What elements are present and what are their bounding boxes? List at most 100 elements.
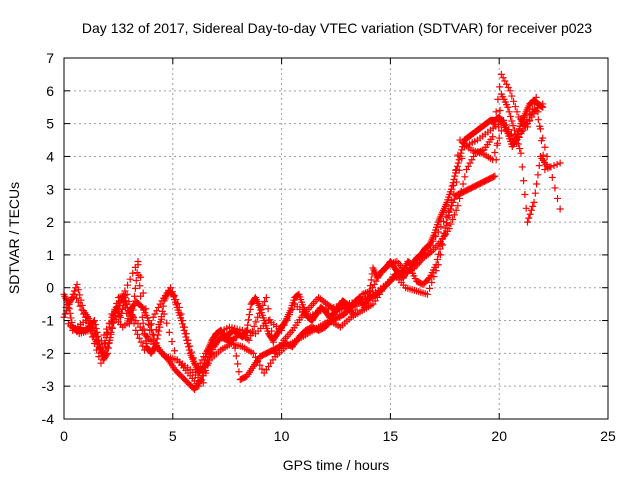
data-point-marker <box>523 218 531 226</box>
data-point-marker <box>160 310 168 318</box>
data-point-marker <box>171 347 179 355</box>
data-point-marker <box>452 206 460 214</box>
data-point-marker <box>256 361 264 369</box>
x-tick-label: 5 <box>169 428 177 444</box>
x-tick-label: 15 <box>383 428 399 444</box>
data-point-marker <box>127 305 135 313</box>
data-point-marker <box>435 250 443 258</box>
data-point-marker <box>163 319 171 327</box>
data-point-marker <box>428 278 436 286</box>
data-point-marker <box>74 286 82 294</box>
data-point-marker <box>129 269 137 277</box>
data-point-marker <box>497 127 505 135</box>
y-tick-label: 3 <box>46 181 54 197</box>
data-point-marker <box>500 116 508 124</box>
x-axis-title: GPS time / hours <box>283 457 390 473</box>
data-point-marker <box>526 210 534 218</box>
x-tick-label: 20 <box>491 428 507 444</box>
data-point-marker <box>120 299 128 307</box>
x-tick-label: 10 <box>274 428 290 444</box>
data-point-marker <box>73 280 81 288</box>
chart-title: Day 132 of 2017, Sidereal Day-to-day VTE… <box>82 20 592 36</box>
data-point-marker <box>531 189 539 197</box>
data-point-marker <box>490 173 498 181</box>
data-point-marker <box>67 297 75 305</box>
data-point-marker <box>541 166 549 174</box>
data-point-marker <box>497 70 505 78</box>
data-point-marker <box>548 173 556 181</box>
data-point-marker <box>186 342 194 350</box>
x-tick-label: 0 <box>60 428 68 444</box>
data-point-marker <box>468 156 476 164</box>
data-point-marker <box>288 305 296 313</box>
data-point-marker <box>100 331 108 339</box>
data-point-marker <box>251 353 259 361</box>
data-point-marker <box>232 352 240 360</box>
data-point-marker <box>132 326 140 334</box>
data-point-marker <box>257 305 265 313</box>
data-point-marker <box>539 151 547 159</box>
data-point-marker <box>518 128 526 136</box>
data-point-marker <box>246 305 254 313</box>
data-point-marker <box>541 143 549 151</box>
data-point-marker <box>87 327 95 335</box>
y-axis-title: SDTVAR / TECUs <box>6 182 22 294</box>
data-point-marker <box>504 103 512 111</box>
data-point-marker <box>447 185 455 193</box>
x-tick-label: 25 <box>600 428 616 444</box>
data-point-marker <box>139 319 147 327</box>
data-point-marker <box>493 141 501 149</box>
data-point-marker <box>445 207 453 215</box>
data-point-marker <box>455 166 463 174</box>
data-point-marker <box>522 204 530 212</box>
data-point-marker <box>521 191 529 199</box>
data-point-marker <box>447 220 455 228</box>
data-point-marker <box>202 369 210 377</box>
data-point-marker <box>554 194 562 202</box>
data-point-marker <box>142 340 150 348</box>
data-point-marker <box>424 275 432 283</box>
data-point-marker <box>92 338 100 346</box>
data-point-marker <box>149 313 157 321</box>
data-point-marker <box>254 357 262 365</box>
data-point-marker <box>210 340 218 348</box>
data-point-marker <box>134 330 142 338</box>
data-point-marker <box>529 202 537 210</box>
data-point-marker <box>535 162 543 170</box>
data-points <box>60 70 564 393</box>
data-point-marker <box>151 310 159 318</box>
y-tick-label: -2 <box>42 345 55 361</box>
x-tick-labels: 0 5 10 15 20 25 <box>60 428 616 444</box>
data-point-marker <box>436 251 444 259</box>
data-point-marker <box>537 125 545 133</box>
data-point-marker <box>255 309 263 317</box>
data-point-marker <box>99 349 107 357</box>
data-point-marker <box>150 331 158 339</box>
data-point-marker <box>105 319 113 327</box>
y-tick-label: -3 <box>42 378 55 394</box>
data-point-marker <box>453 162 461 170</box>
data-point-marker <box>491 172 499 180</box>
data-point-marker <box>204 359 212 367</box>
data-point-marker <box>527 206 535 214</box>
data-point-marker <box>188 348 196 356</box>
data-point-marker <box>496 83 504 91</box>
data-point-marker <box>167 284 175 292</box>
data-point-marker <box>149 330 157 338</box>
data-point-marker <box>550 162 558 170</box>
data-point-marker <box>450 181 458 189</box>
data-point-marker <box>556 205 564 213</box>
data-point-marker <box>525 214 533 222</box>
data-point-marker <box>199 379 207 387</box>
data-point-marker <box>532 93 540 101</box>
data-point-marker <box>244 321 252 329</box>
data-point-marker <box>136 282 144 290</box>
data-point-marker <box>146 326 154 334</box>
data-point-marker <box>137 338 145 346</box>
data-point-marker <box>506 131 514 139</box>
data-point-marker <box>113 303 121 311</box>
data-point-marker <box>459 180 467 188</box>
data-point-marker <box>138 313 146 321</box>
data-point-marker <box>503 80 511 88</box>
data-point-marker <box>502 121 510 129</box>
